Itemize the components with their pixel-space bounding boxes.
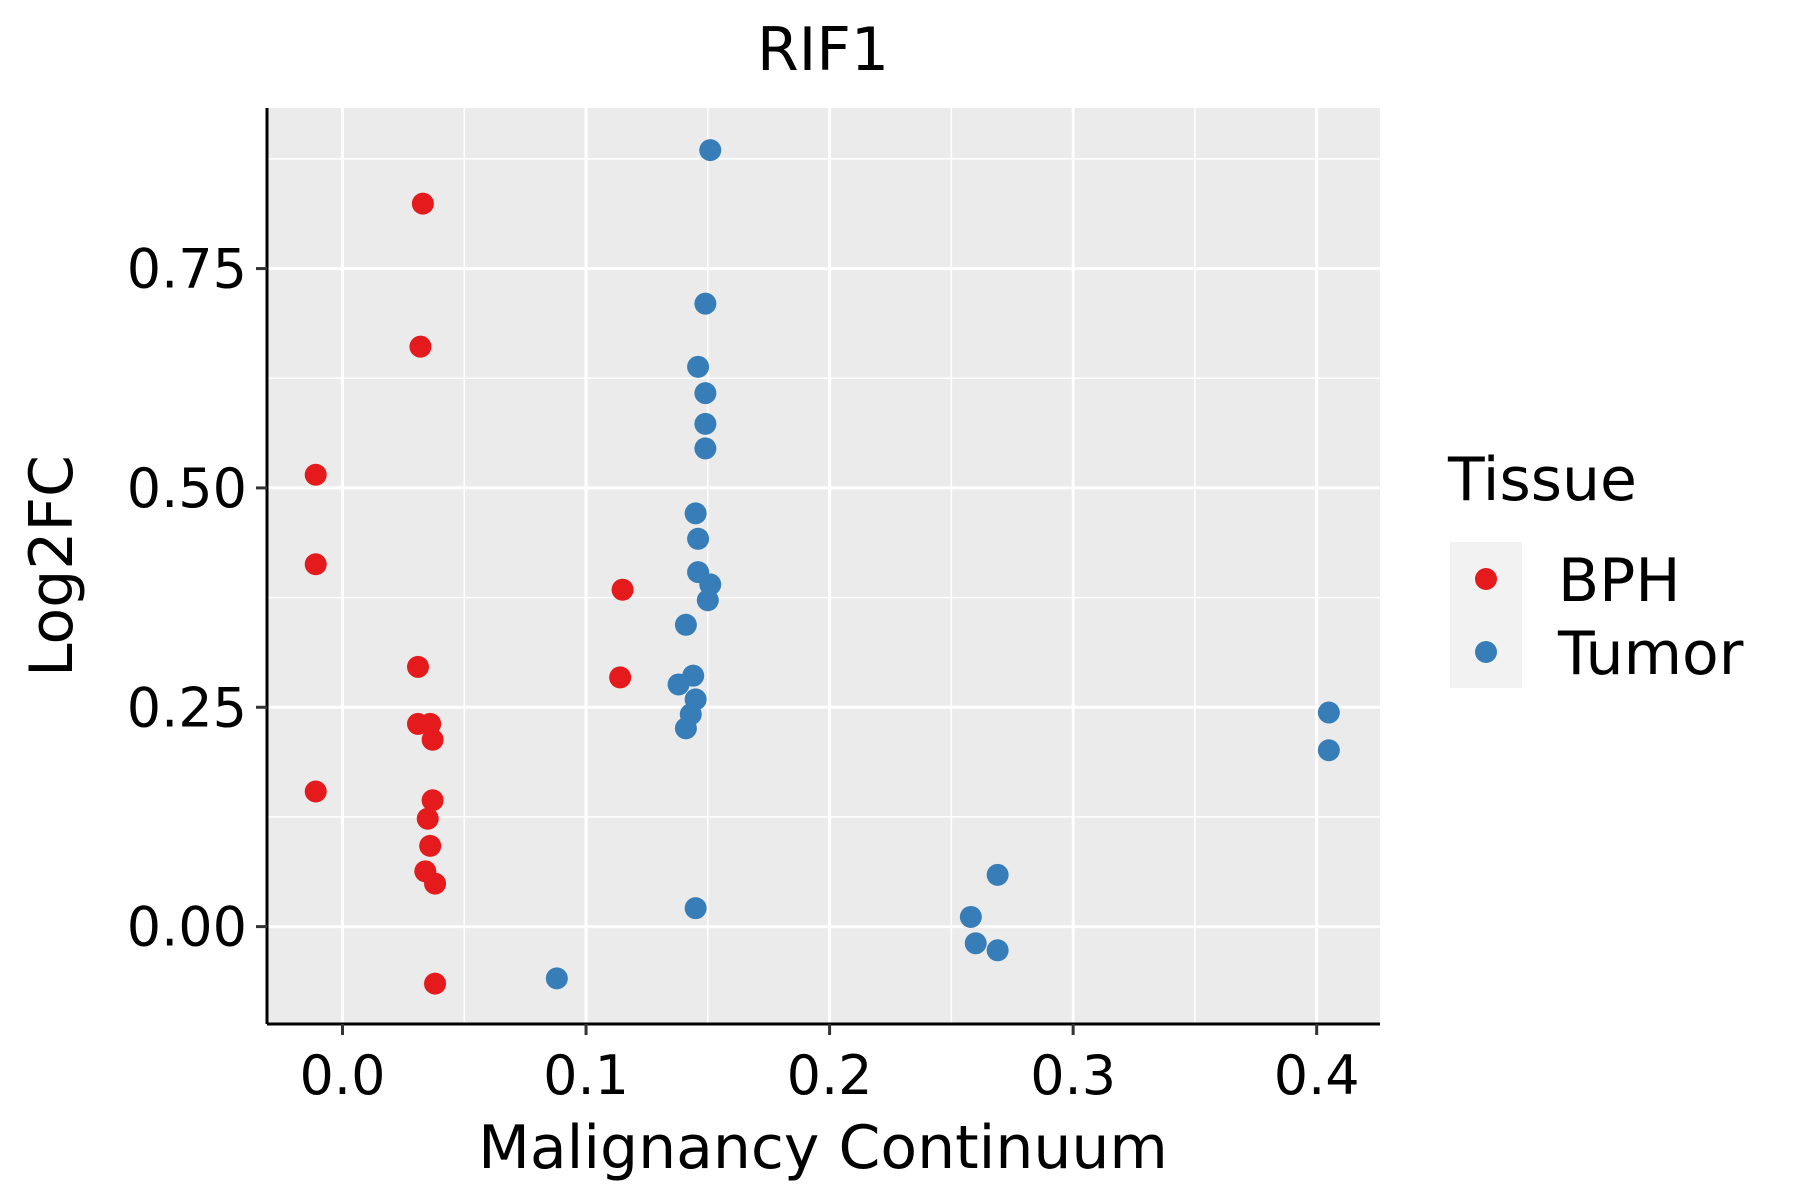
point-bph bbox=[304, 463, 327, 486]
point-bph bbox=[424, 972, 447, 995]
legend-title: Tissue bbox=[1447, 445, 1637, 515]
point-tumor bbox=[696, 589, 719, 612]
point-tumor bbox=[699, 139, 722, 162]
point-tumor bbox=[674, 613, 697, 636]
y-tick-label: 0.50 bbox=[127, 457, 247, 520]
x-tick-label: 0.2 bbox=[787, 1044, 873, 1107]
point-bph bbox=[611, 578, 634, 601]
point-tumor bbox=[545, 967, 568, 990]
y-tick-label: 0.75 bbox=[127, 238, 247, 301]
point-tumor bbox=[694, 292, 717, 315]
y-axis-ticks: 0.00 0.25 0.50 0.75 bbox=[127, 238, 267, 959]
point-tumor bbox=[986, 863, 1009, 886]
point-bph bbox=[304, 553, 327, 576]
legend-key-background bbox=[1450, 542, 1522, 688]
legend-key-tumor bbox=[1475, 641, 1497, 663]
x-tick-label: 0.0 bbox=[300, 1044, 386, 1107]
y-axis-title: Log2FC bbox=[17, 455, 87, 677]
y-tick-label: 0.00 bbox=[127, 896, 247, 959]
point-tumor bbox=[687, 527, 710, 550]
point-tumor bbox=[684, 502, 707, 525]
point-tumor bbox=[959, 905, 982, 928]
x-tick-label: 0.4 bbox=[1274, 1044, 1360, 1107]
x-tick-label: 0.3 bbox=[1030, 1044, 1116, 1107]
x-axis-ticks: 0.0 0.1 0.2 0.3 0.4 bbox=[300, 1024, 1360, 1107]
point-bph bbox=[421, 789, 444, 812]
point-tumor bbox=[667, 673, 690, 696]
point-tumor bbox=[1317, 739, 1340, 762]
legend-label-bph: BPH bbox=[1558, 546, 1680, 616]
point-bph bbox=[416, 807, 439, 830]
point-tumor bbox=[694, 437, 717, 460]
point-tumor bbox=[674, 717, 697, 740]
point-bph bbox=[421, 728, 444, 751]
major-gridlines bbox=[267, 108, 1380, 1024]
y-tick-label: 0.25 bbox=[127, 676, 247, 739]
point-bph bbox=[609, 666, 632, 689]
chart-title: RIF1 bbox=[757, 15, 889, 85]
point-bph bbox=[411, 192, 434, 215]
point-bph bbox=[424, 872, 447, 895]
point-tumor bbox=[964, 932, 987, 955]
point-bph bbox=[304, 780, 327, 803]
x-tick-label: 0.1 bbox=[543, 1044, 629, 1107]
point-tumor bbox=[687, 355, 710, 378]
legend-label-tumor: Tumor bbox=[1557, 619, 1744, 689]
legend-key-bph bbox=[1475, 568, 1497, 590]
point-tumor bbox=[694, 412, 717, 435]
point-bph bbox=[409, 335, 432, 358]
x-axis-title: Malignancy Continuum bbox=[478, 1113, 1168, 1183]
point-tumor bbox=[1317, 701, 1340, 724]
point-tumor bbox=[684, 897, 707, 920]
point-bph bbox=[406, 655, 429, 678]
point-tumor bbox=[986, 939, 1009, 962]
data-points bbox=[304, 139, 1340, 995]
minor-gridlines bbox=[267, 108, 1380, 1024]
point-tumor bbox=[694, 382, 717, 405]
point-bph bbox=[419, 834, 442, 857]
